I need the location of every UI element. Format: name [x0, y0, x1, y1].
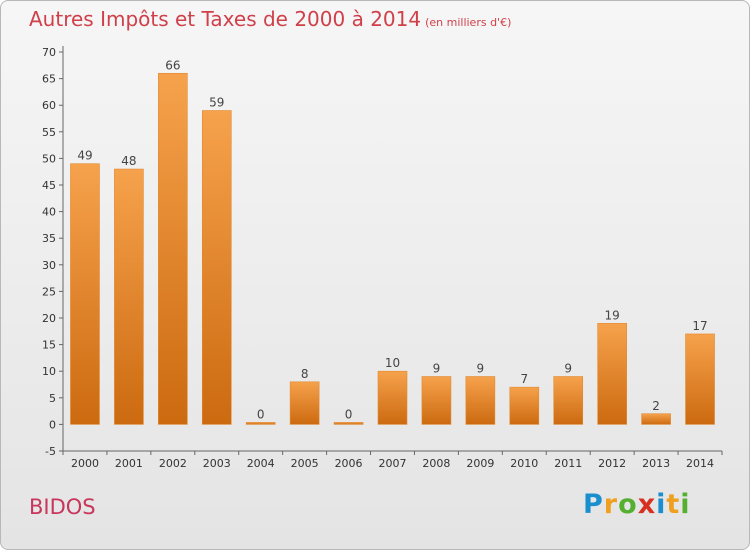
chart-unit: (en milliers d'€) [425, 16, 512, 29]
bar [70, 163, 100, 425]
commune-name: BIDOS [29, 495, 96, 519]
x-tick-label: 2004 [247, 457, 275, 470]
x-tick-label: 2013 [642, 457, 670, 470]
x-tick-label: 2002 [159, 457, 187, 470]
bar-value-label: 9 [564, 362, 572, 376]
y-tick-label: 25 [42, 285, 56, 298]
logo-letter: o [618, 489, 638, 520]
bar [289, 381, 320, 425]
x-tick-label: 2009 [466, 457, 494, 470]
x-tick-label: 2008 [422, 457, 450, 470]
x-tick-label: 2011 [554, 457, 582, 470]
y-tick-label: 15 [42, 339, 56, 352]
bar [509, 386, 540, 425]
y-tick-label: -5 [45, 445, 56, 458]
bar-value-label: 8 [301, 367, 309, 381]
y-tick-label: 65 [42, 73, 56, 86]
bar-value-label: 49 [77, 149, 92, 163]
logo-letter: P [583, 489, 604, 520]
y-tick-label: 10 [42, 365, 56, 378]
bar-value-label: 19 [605, 308, 620, 322]
logo-letter: i [656, 489, 667, 520]
proxiti-logo[interactable]: Proxiti [583, 489, 691, 520]
logo-letter: i [680, 489, 691, 520]
y-tick-label: 45 [42, 179, 56, 192]
bar-value-label: 59 [209, 96, 224, 110]
bar-value-label: 9 [433, 362, 441, 376]
bar-value-label: 2 [652, 399, 660, 413]
x-tick-label: 2001 [115, 457, 143, 470]
logo-letter: t [666, 489, 681, 520]
y-tick-label: 40 [42, 206, 56, 219]
y-tick-label: 35 [42, 232, 56, 245]
y-tick-label: 20 [42, 312, 56, 325]
x-tick-label: 2000 [71, 457, 99, 470]
bar [158, 72, 188, 425]
bar-value-label: 17 [692, 319, 707, 333]
chart-title-text: Autres Impôts et Taxes de 2000 à 2014 [29, 7, 422, 31]
bar-value-label: 48 [121, 154, 136, 168]
y-tick-label: 70 [42, 46, 56, 59]
bar-value-label: 7 [520, 372, 528, 386]
bar [421, 376, 452, 425]
x-tick-label: 2003 [203, 457, 231, 470]
y-tick-label: 50 [42, 152, 56, 165]
bar [333, 422, 364, 425]
bar-value-label: 0 [257, 407, 265, 421]
bar [553, 376, 584, 425]
x-tick-label: 2007 [379, 457, 407, 470]
x-tick-label: 2012 [598, 457, 626, 470]
y-tick-label: 0 [49, 418, 56, 431]
y-tick-label: 5 [49, 392, 56, 405]
bar-value-label: 9 [477, 362, 485, 376]
x-tick-label: 2005 [291, 457, 319, 470]
bar [114, 168, 144, 425]
x-tick-label: 2014 [686, 457, 714, 470]
bar [685, 333, 715, 425]
bar [641, 413, 671, 425]
chart-title: Autres Impôts et Taxes de 2000 à 2014 (en… [29, 7, 511, 31]
bar-value-label: 10 [385, 356, 400, 370]
y-tick-label: 30 [42, 259, 56, 272]
x-tick-label: 2006 [335, 457, 363, 470]
y-tick-label: 60 [42, 99, 56, 112]
logo-letter: r [603, 489, 619, 520]
y-tick-label: 55 [42, 126, 56, 139]
bar [465, 376, 496, 425]
bar [245, 422, 276, 425]
x-tick-label: 2010 [510, 457, 538, 470]
bar [377, 370, 408, 425]
bar-value-label: 66 [165, 58, 180, 72]
logo-letter: x [637, 489, 657, 520]
bar-value-label: 0 [345, 407, 353, 421]
bar [201, 110, 232, 425]
bar [597, 323, 627, 425]
